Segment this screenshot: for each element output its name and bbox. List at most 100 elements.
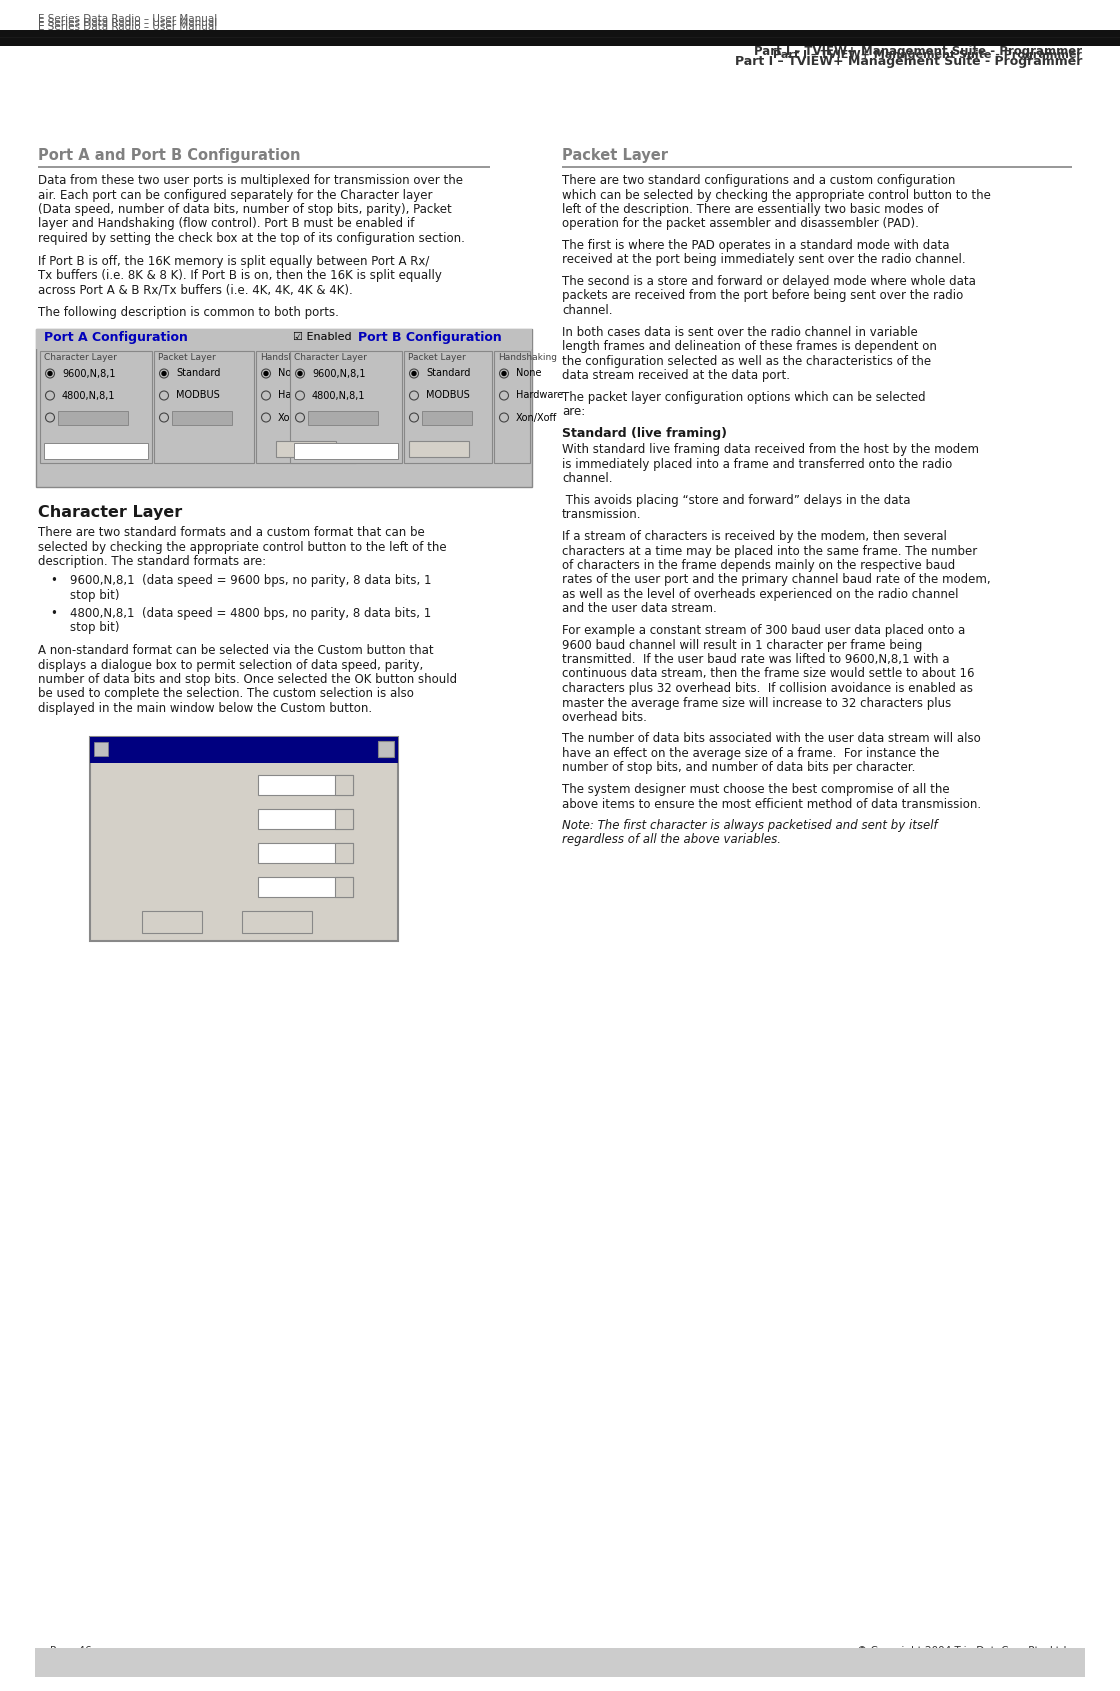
- Text: 4800,N,8,1: 4800,N,8,1: [62, 391, 115, 401]
- Text: Data Bits: Data Bits: [100, 844, 158, 857]
- Text: Handshaking: Handshaking: [260, 352, 319, 362]
- Text: displayed in the main window below the Custom button.: displayed in the main window below the C…: [38, 702, 372, 715]
- Text: In both cases data is sent over the radio channel in variable: In both cases data is sent over the radi…: [562, 325, 917, 338]
- Text: overhead bits.: overhead bits.: [562, 710, 647, 724]
- Text: description. The standard formats are:: description. The standard formats are:: [38, 556, 267, 568]
- Text: ▼: ▼: [340, 884, 347, 893]
- Text: Character Layer: Character Layer: [293, 352, 367, 362]
- Text: Handshaking: Handshaking: [498, 352, 557, 362]
- Text: Tx buffers (i.e. 8K & 8 K). If Port B is on, then the 16K is split equally: Tx buffers (i.e. 8K & 8 K). If Port B is…: [38, 269, 442, 282]
- Bar: [409, 440, 469, 457]
- Text: characters plus 32 overhead bits.  If collision avoidance is enabled as: characters plus 32 overhead bits. If col…: [562, 681, 973, 695]
- Text: 1: 1: [262, 879, 270, 891]
- Bar: [335, 774, 353, 795]
- Circle shape: [412, 372, 416, 375]
- Text: For example a constant stream of 300 baud user data placed onto a: For example a constant stream of 300 bau…: [562, 624, 965, 638]
- Text: Port A Configuration: Port A Configuration: [112, 741, 249, 754]
- Text: Speed: Speed: [100, 776, 139, 790]
- Bar: [258, 774, 353, 795]
- Text: and the user data stream.: and the user data stream.: [562, 602, 717, 616]
- Text: © Copyright 2004 Trio DataCom Pty. Ltd.: © Copyright 2004 Trio DataCom Pty. Ltd.: [857, 1645, 1070, 1655]
- Text: Standard: Standard: [176, 369, 221, 379]
- Text: above items to ensure the most efficient method of data transmission.: above items to ensure the most efficient…: [562, 798, 981, 810]
- Text: ☑ Enabled: ☑ Enabled: [293, 331, 352, 342]
- Text: stop bit): stop bit): [69, 588, 120, 602]
- Bar: [90, 737, 398, 763]
- Bar: [258, 842, 353, 862]
- Text: Custom: Custom: [312, 413, 349, 423]
- Text: E Series Data Radio – User Manual: E Series Data Radio – User Manual: [38, 14, 217, 24]
- Text: The following description is common to both ports.: The following description is common to b…: [38, 306, 339, 320]
- Bar: [94, 741, 108, 756]
- Bar: [36, 328, 532, 348]
- Text: regardless of all the above variables.: regardless of all the above variables.: [562, 834, 781, 847]
- Text: have an effect on the average size of a frame.  For instance the: have an effect on the average size of a …: [562, 747, 940, 759]
- Text: None: None: [278, 369, 304, 379]
- Bar: [0, 30, 1120, 34]
- Bar: [0, 34, 1120, 37]
- Bar: [290, 350, 402, 463]
- Bar: [0, 37, 1120, 46]
- Text: © Copyright 2004 Trio DataCom Pty. Ltd.: © Copyright 2004 Trio DataCom Pty. Ltd.: [857, 1654, 1070, 1662]
- Bar: [35, 1649, 1085, 1677]
- Text: Port A Configuration: Port A Configuration: [44, 331, 188, 345]
- Bar: [377, 741, 394, 756]
- Text: 9600,N,8,1: 9600,N,8,1: [312, 369, 365, 379]
- Circle shape: [298, 372, 302, 375]
- Text: MODBUS: MODBUS: [176, 391, 220, 401]
- Text: be used to complete the selection. The custom selection is also: be used to complete the selection. The c…: [38, 688, 414, 700]
- Text: Custom: Custom: [62, 413, 100, 423]
- Text: Page 46: Page 46: [50, 1654, 92, 1662]
- Text: selected by checking the appropriate control button to the left of the: selected by checking the appropriate con…: [38, 541, 447, 555]
- Bar: [258, 808, 353, 829]
- Text: None: None: [262, 810, 292, 824]
- Text: E Series Data Radio – User Manual: E Series Data Radio – User Manual: [38, 22, 217, 32]
- Text: is immediately placed into a frame and transferred onto the radio: is immediately placed into a frame and t…: [562, 458, 952, 472]
- Text: ▼: ▼: [340, 817, 347, 825]
- Text: transmitted.  If the user baud rate was lifted to 9600,N,8,1 with a: transmitted. If the user baud rate was l…: [562, 653, 950, 666]
- Text: 9600,N,8,1: 9600,N,8,1: [62, 369, 115, 379]
- Text: stop bit): stop bit): [69, 622, 120, 634]
- Bar: [494, 350, 530, 463]
- Bar: [153, 350, 254, 463]
- Text: channel.: channel.: [562, 304, 613, 316]
- Text: 4800,N,8,1  (data speed = 4800 bps, no parity, 8 data bits, 1: 4800,N,8,1 (data speed = 4800 bps, no pa…: [69, 607, 431, 621]
- Bar: [36, 328, 532, 487]
- Text: left of the description. There are essentially two basic modes of: left of the description. There are essen…: [562, 203, 939, 216]
- Circle shape: [264, 372, 268, 375]
- Text: air. Each port can be configured separately for the Character layer: air. Each port can be configured separat…: [38, 188, 432, 201]
- Bar: [58, 411, 128, 424]
- Text: None: None: [516, 369, 541, 379]
- Text: Xon/Xoff: Xon/Xoff: [516, 413, 558, 423]
- Text: received at the port being immediately sent over the radio channel.: received at the port being immediately s…: [562, 254, 965, 267]
- Text: 8: 8: [262, 844, 270, 857]
- Bar: [422, 411, 472, 424]
- Text: Part I – TVIEW+ Management Suite - Programmer: Part I – TVIEW+ Management Suite - Progr…: [754, 46, 1082, 57]
- Text: Part I – TVIEW+ Management Suite - Programmer: Part I – TVIEW+ Management Suite - Progr…: [735, 56, 1082, 68]
- Text: length frames and delineation of these frames is dependent on: length frames and delineation of these f…: [562, 340, 936, 353]
- Bar: [256, 350, 356, 463]
- Text: Custom: Custom: [176, 413, 214, 423]
- Bar: [242, 910, 312, 932]
- Text: as well as the level of overheads experienced on the radio channel: as well as the level of overheads experi…: [562, 588, 959, 600]
- Text: operation for the packet assembler and disassembler (PAD).: operation for the packet assembler and d…: [562, 218, 918, 230]
- Bar: [308, 411, 377, 424]
- Text: Packet Layer: Packet Layer: [562, 149, 668, 162]
- Text: Character Layer: Character Layer: [44, 352, 116, 362]
- Text: The second is a store and forward or delayed mode where whole data: The second is a store and forward or del…: [562, 276, 976, 287]
- Bar: [258, 876, 353, 896]
- Text: With standard live framing data received from the host by the modem: With standard live framing data received…: [562, 443, 979, 457]
- Text: 9600,N,8,1: 9600,N,8,1: [297, 445, 346, 453]
- Bar: [142, 910, 202, 932]
- Text: the configuration selected as well as the characteristics of the: the configuration selected as well as th…: [562, 355, 931, 367]
- Text: •: •: [50, 573, 57, 587]
- Text: ▼: ▼: [340, 851, 347, 859]
- Text: ▼: ▼: [340, 781, 347, 791]
- Bar: [172, 411, 232, 424]
- Text: continuous data stream, then the frame size would settle to about 16: continuous data stream, then the frame s…: [562, 668, 974, 680]
- Text: Cancel: Cancel: [255, 913, 298, 927]
- Bar: [90, 737, 398, 940]
- Text: Hardware: Hardware: [516, 391, 563, 401]
- Bar: [44, 443, 148, 458]
- Text: The packet layer configuration options which can be selected: The packet layer configuration options w…: [562, 391, 925, 404]
